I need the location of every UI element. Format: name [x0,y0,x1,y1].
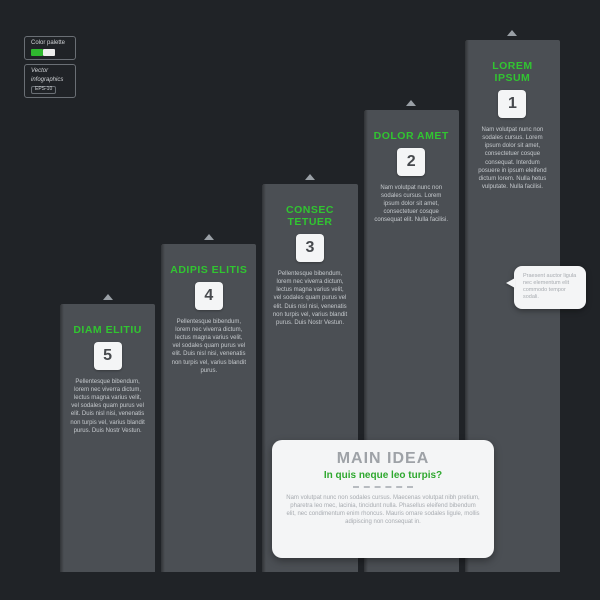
swatch-light [43,49,55,56]
main-card-body: Nam volutpat nunc non sodales cursus. Ma… [286,494,480,526]
main-card-title: MAIN IDEA [286,450,480,468]
column-content: CONSEC TETUER 3 Pellentesque bibendum, lor… [262,204,357,327]
column-content: DOLOR AMET 2 Nam volutpat nunc non sodales… [364,130,459,225]
column-content: LOREM IPSUM 1 Nam volutpat nunc non sodale… [465,60,560,191]
column-body: Pellentesque bibendum, lorem nec viverra… [270,270,349,327]
badge-format-line2: infographics [31,77,63,84]
infographic-canvas: Color palette Vector infographics EPS-10… [0,0,600,600]
column-number-box: 2 [397,148,425,176]
badge-format-tag: EPS-10 [31,86,56,94]
swatch-accent [31,49,43,56]
column-number-box: 5 [94,342,122,370]
column-body: Nam volutpat nunc non sodales cursus. Lo… [473,126,552,191]
column-title: ADIPIS ELITIS [169,264,248,276]
column-body: Pellentesque bibendum, lorem nec viverra… [169,318,248,375]
main-card-subtitle: In quis neque leo turpis? [286,470,480,481]
speech-bubble-text: Praesent auctor ligula nec elementum eli… [523,273,576,300]
column-number-box: 3 [296,234,324,262]
column-body: Pellentesque bibendum, lorem nec viverra… [68,378,147,435]
column-content: ADIPIS ELITIS 4 Pellentesque bibendum, lor… [161,264,256,375]
column-number-box: 1 [498,90,526,118]
speech-bubble: Praesent auctor ligula nec elementum eli… [514,266,586,309]
swatch-row [31,49,55,56]
badge-format-line1: Vector [31,68,48,75]
main-card-divider [353,486,413,488]
column-5: DIAM ELITIU 5 Pellentesque bibendum, lorem… [60,304,155,572]
column-number-box: 4 [195,282,223,310]
main-idea-card: MAIN IDEA In quis neque leo turpis? Nam … [272,440,494,558]
column-title: LOREM IPSUM [473,60,552,84]
column-title: DIAM ELITIU [68,324,147,336]
column-title: CONSEC TETUER [270,204,349,228]
column-content: DIAM ELITIU 5 Pellentesque bibendum, lorem… [60,324,155,435]
column-4: ADIPIS ELITIS 4 Pellentesque bibendum, lor… [161,244,256,572]
column-body: Nam volutpat nunc non sodales cursus. Lo… [372,184,451,224]
column-title: DOLOR AMET [372,130,451,142]
